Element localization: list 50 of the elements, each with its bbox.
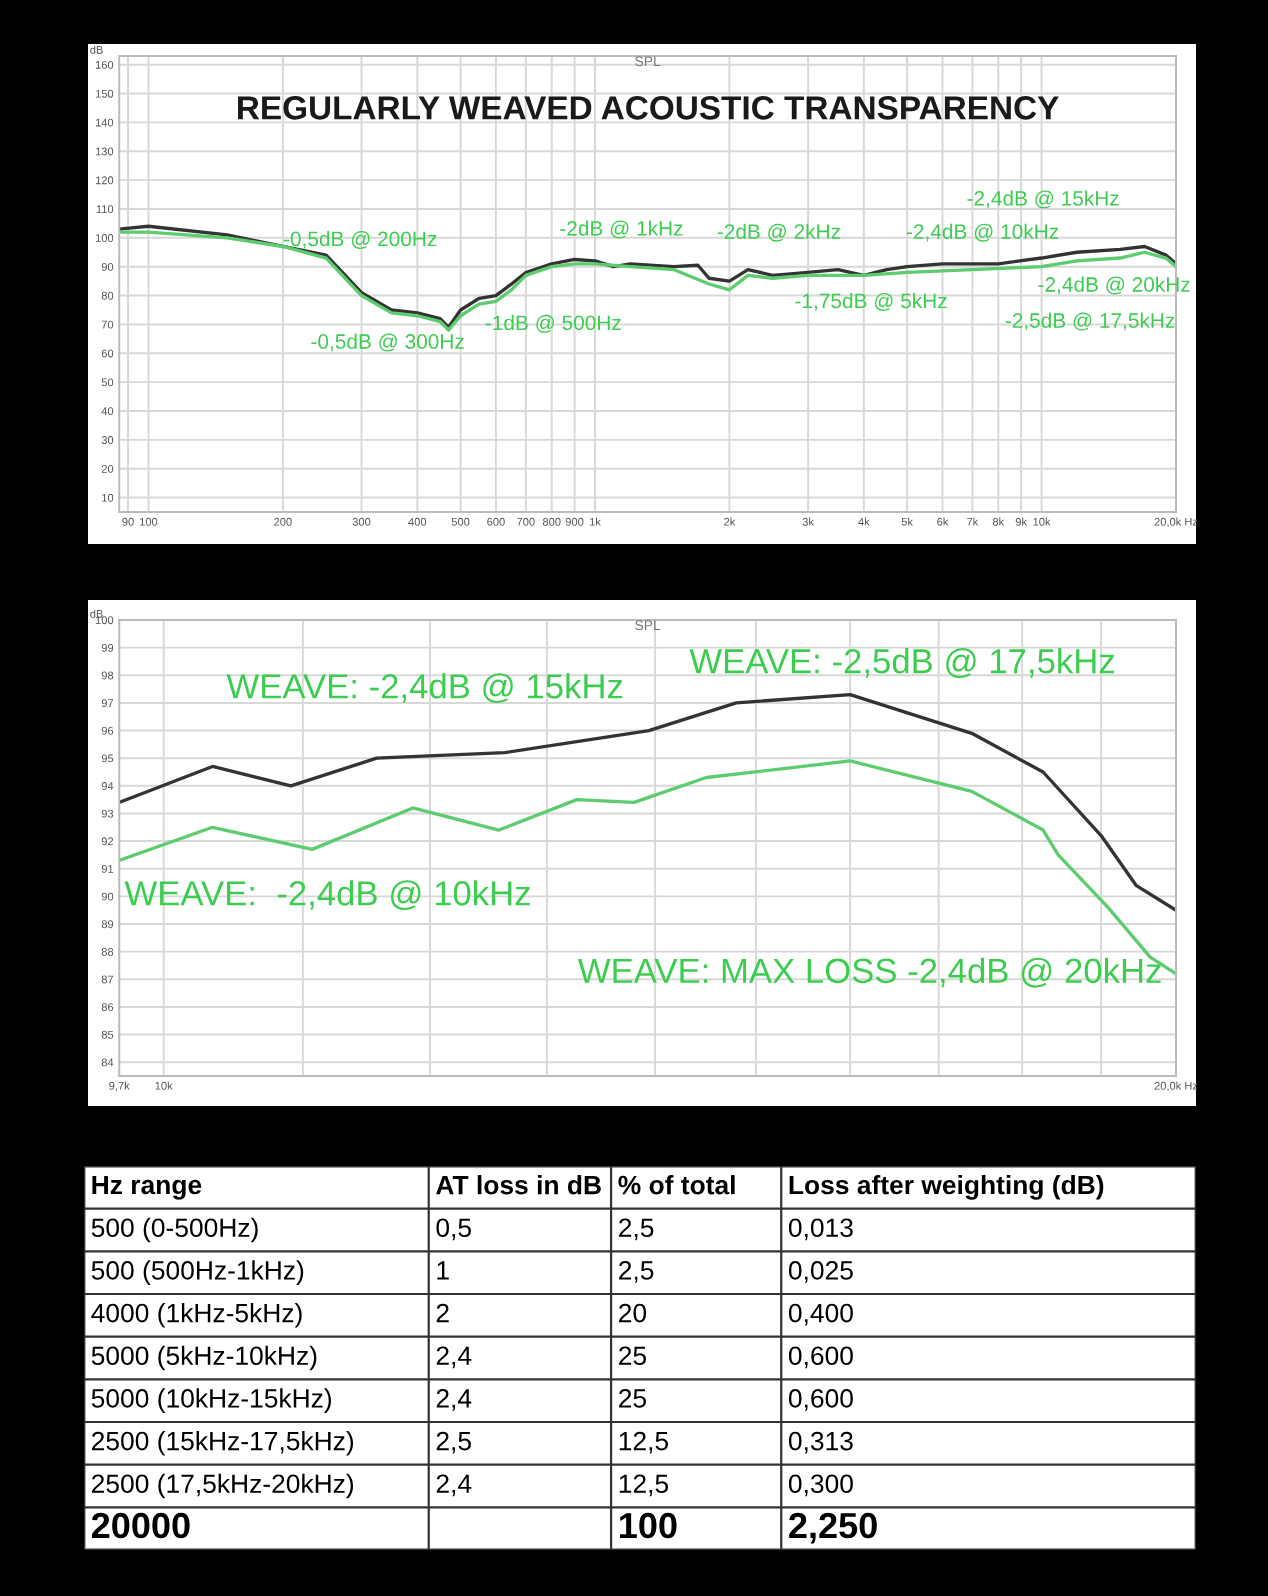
text: 0,013 [788, 1218, 853, 1241]
annotation: -2,4dB @ 15kHz [967, 190, 1119, 209]
text: 0,600 [788, 1346, 853, 1369]
text: 500 (0-500Hz) [91, 1217, 258, 1243]
text: 500 (500Hz-1kHz) [91, 1260, 304, 1285]
category-label: Loss after weighting (dB) [789, 1174, 1104, 1200]
annotation: -2dB @ 1kHz [560, 220, 683, 239]
text: 0,313 [788, 1431, 853, 1454]
text: 5000 (10kHz-15kHz) [91, 1388, 332, 1413]
text: 20 [619, 1303, 647, 1323]
text: 2,5 [619, 1218, 654, 1241]
text: 2,250 [789, 1512, 877, 1544]
category-label: % of total [618, 1175, 735, 1195]
text: 2 [436, 1303, 449, 1323]
text: 25 [619, 1346, 647, 1366]
text: 0,600 [788, 1389, 853, 1411]
text: 2,5 [619, 1261, 654, 1283]
annotation: -2,5dB @ 17,5kHz [1005, 312, 1175, 331]
annotation: -1dB @ 500Hz [485, 314, 621, 333]
text: 0,5 [436, 1218, 471, 1241]
text: 20000 [91, 1512, 190, 1539]
annotation: -2dB @ 2kHz [717, 223, 840, 242]
annotation: -0,5dB @ 300Hz [311, 333, 464, 352]
text: 4000 (1kHz-5kHz) [91, 1303, 302, 1328]
text: 25 [619, 1389, 647, 1408]
text: 12,5 [619, 1474, 669, 1497]
text: 2500 (17,5kHz-20kHz) [92, 1473, 354, 1499]
text: 5000 (5kHz-10kHz) [91, 1345, 317, 1371]
annotation: -2,4dB @ 10kHz [906, 223, 1059, 242]
text: 2,5 [436, 1431, 471, 1454]
annotation: WEAVE: -2,4dB @ 10kHz [124, 880, 530, 911]
text: 0,400 [788, 1303, 853, 1326]
annotation: -0,5dB @ 200Hz [283, 230, 437, 249]
text: 2,4 [436, 1474, 472, 1497]
annotation: WEAVE: -2,5dB @ 17,5kHz [689, 648, 1114, 679]
text: 1 [437, 1261, 449, 1280]
category-label: AT loss in dB [436, 1175, 601, 1195]
annotation: WEAVE: MAX LOSS -2,4dB @ 20kHz [578, 957, 1161, 988]
annotation: WEAVE: -2,4dB @ 15kHz [226, 673, 623, 704]
text: 2,4 [436, 1389, 472, 1411]
text: 2,4 [436, 1346, 472, 1369]
text: 0,300 [788, 1474, 853, 1497]
text: 12,5 [619, 1431, 669, 1454]
annotation: -2,4dB @ 20kHz [1038, 276, 1190, 295]
annotation: -1,75dB @ 5kHz [795, 292, 947, 311]
text: 100 [620, 1512, 677, 1539]
text: 0,025 [788, 1261, 853, 1283]
text: 2500 (15kHz-17,5kHz) [92, 1431, 354, 1456]
category-label: Hz range [92, 1175, 202, 1200]
text: REGULARLY WEAVED ACOUSTIC TRANSPARENCY [238, 96, 1059, 120]
